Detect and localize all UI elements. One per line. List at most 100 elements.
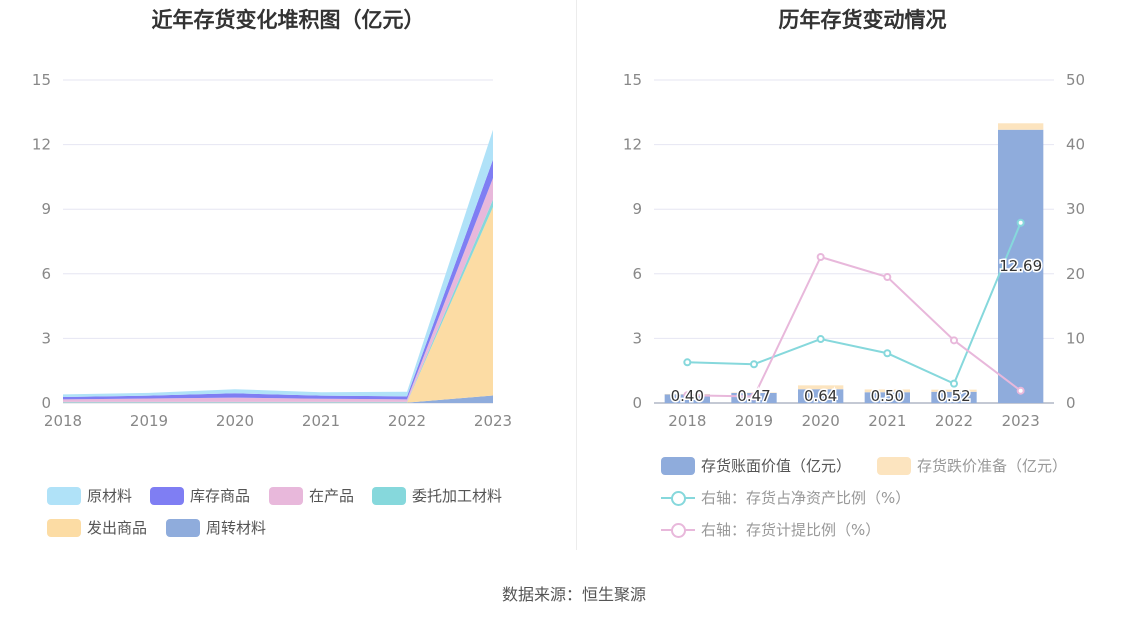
legend-swatch — [877, 456, 911, 475]
line-point — [883, 273, 892, 282]
legend-item[interactable]: 库存商品 — [150, 485, 250, 506]
bar-data-label: 0.64 — [804, 387, 837, 405]
legend-item[interactable]: 原材料 — [47, 485, 132, 506]
line-point — [816, 335, 825, 344]
inventory-change-chart-panel: 历年存货变动情况 0 0 3 10 6 20 9 30 12 40 15 50 2018 2019 2020… — [577, 0, 1148, 550]
line-point — [1016, 218, 1025, 227]
x-tick-label: 2023 — [1002, 412, 1040, 430]
legend-label: 在产品 — [309, 487, 355, 505]
line-point — [750, 392, 758, 401]
line-point — [950, 336, 958, 345]
legend-swatch — [661, 489, 695, 507]
bar-book-value — [931, 391, 977, 403]
y-tick-label: 3 — [41, 329, 51, 347]
line-point — [816, 253, 825, 262]
line-point — [1016, 386, 1025, 395]
x-tick-label: 2019 — [735, 412, 773, 430]
chart-title: 历年存货变动情况 — [778, 8, 947, 32]
legend-label: 存货账面价值（亿元） — [701, 457, 852, 475]
panel-divider — [576, 0, 577, 550]
legend-label: 委托加工材料 — [412, 487, 503, 505]
y-tick-label: 0 — [41, 394, 51, 412]
bar-data-label: 0.50 — [871, 387, 904, 405]
line-右轴：存货计提比例（%） — [687, 255, 1022, 398]
y-left-tick-label: 0 — [632, 394, 642, 412]
line-右轴：存货占净资产比例（%） — [687, 222, 1022, 385]
legend-swatch — [661, 456, 695, 475]
legend-marker — [671, 522, 686, 538]
x-tick-label: 2019 — [130, 412, 168, 430]
y-left-tick-label: 6 — [632, 265, 642, 283]
y-right-tick-label: 20 — [1066, 265, 1085, 283]
line-point — [683, 391, 692, 400]
y-left-tick-label: 15 — [623, 71, 642, 89]
legend-swatch — [47, 486, 81, 505]
y-tick-label: 15 — [32, 71, 51, 89]
x-tick-label: 2020 — [216, 412, 254, 430]
bar-impairment-provision — [864, 389, 910, 393]
legend-label: 存货跌价准备（亿元） — [917, 457, 1068, 475]
legend-label: 周转材料 — [206, 519, 267, 537]
legend-label: 原材料 — [87, 487, 133, 505]
x-tick-label: 2022 — [935, 412, 973, 430]
bar-impairment-provision — [998, 123, 1044, 130]
bar-book-value — [998, 129, 1044, 403]
legend-label: 库存商品 — [190, 487, 251, 505]
x-tick-label: 2018 — [44, 412, 82, 430]
legend-item[interactable]: 右轴：存货计提比例（%） — [661, 519, 880, 540]
chart-title: 近年存货变化堆积图（亿元） — [151, 8, 425, 32]
legend-swatch — [661, 521, 695, 539]
legend-item[interactable]: 在产品 — [269, 485, 354, 506]
legend-swatch — [47, 518, 81, 537]
y-left-tick-label: 12 — [623, 136, 642, 154]
bar-impairment-provision — [931, 389, 977, 392]
bar-data-label: 0.40 — [671, 387, 704, 405]
legend-swatch — [269, 486, 303, 505]
x-tick-label: 2021 — [868, 412, 906, 430]
y-left-tick-label: 3 — [632, 329, 642, 347]
stacked-area-chart-panel: 近年存货变化堆积图（亿元） 0 3 6 9 12 15 2018 2019 2020 2021 20… — [0, 0, 576, 550]
legend: 存货账面价值（亿元） 存货跌价准备（亿元） 右轴：存货占净资产比例（%） 右轴：存货计… — [577, 0, 1148, 550]
legend-item[interactable]: 发出商品 — [47, 517, 147, 538]
x-tick-label: 2018 — [668, 412, 706, 430]
y-tick-label: 9 — [41, 200, 51, 218]
legend-label: 发出商品 — [87, 519, 148, 537]
bar-line-chart: 0 0 3 10 6 20 9 30 12 40 15 50 2018 2019 2020 2021 2022 2… — [623, 71, 1085, 430]
stacked-area-chart: 0 3 6 9 12 15 2018 2019 2020 2021 2022 2023 — [32, 71, 512, 430]
legend-marker — [671, 490, 686, 506]
data-source-note: 数据来源：恒生聚源 — [501, 585, 646, 604]
area-周转材料 — [63, 395, 493, 403]
legend-label: 右轴：存货占净资产比例（%） — [701, 489, 911, 507]
legend-item[interactable]: 周转材料 — [166, 517, 266, 538]
y-right-tick-label: 30 — [1066, 200, 1085, 218]
line-point — [950, 379, 958, 388]
legend-swatch — [372, 486, 406, 505]
y-right-tick-label: 0 — [1066, 394, 1076, 412]
legend: 原材料 库存商品 在产品 委托加工材料发出商品 周转材料 — [0, 0, 576, 550]
line-point — [883, 349, 892, 358]
y-right-tick-label: 50 — [1066, 71, 1085, 89]
legend-item[interactable]: 存货跌价准备（亿元） — [877, 455, 1067, 476]
line-point — [683, 358, 692, 367]
area-发出商品 — [63, 207, 493, 403]
bar-impairment-provision — [798, 385, 844, 390]
line-point — [750, 360, 758, 369]
y-right-tick-label: 40 — [1066, 136, 1085, 154]
legend-item[interactable]: 委托加工材料 — [372, 485, 502, 506]
legend-item[interactable]: 右轴：存货占净资产比例（%） — [661, 487, 910, 508]
x-tick-label: 2021 — [302, 412, 340, 430]
y-left-tick-label: 9 — [632, 200, 642, 218]
y-tick-label: 12 — [32, 136, 51, 154]
bar-data-label: 0.52 — [937, 387, 970, 405]
legend-label: 右轴：存货计提比例（%） — [701, 521, 881, 539]
x-tick-label: 2020 — [802, 412, 840, 430]
bar-data-label: 12.69 — [999, 257, 1042, 275]
bar-data-label: 0.47 — [737, 387, 770, 405]
legend-item[interactable]: 存货账面价值（亿元） — [661, 455, 851, 476]
legend-swatch — [166, 518, 200, 537]
bar-book-value — [798, 389, 844, 403]
y-tick-label: 6 — [41, 265, 51, 283]
y-right-tick-label: 10 — [1066, 329, 1085, 347]
x-tick-label: 2023 — [474, 412, 512, 430]
legend-swatch — [150, 486, 184, 505]
